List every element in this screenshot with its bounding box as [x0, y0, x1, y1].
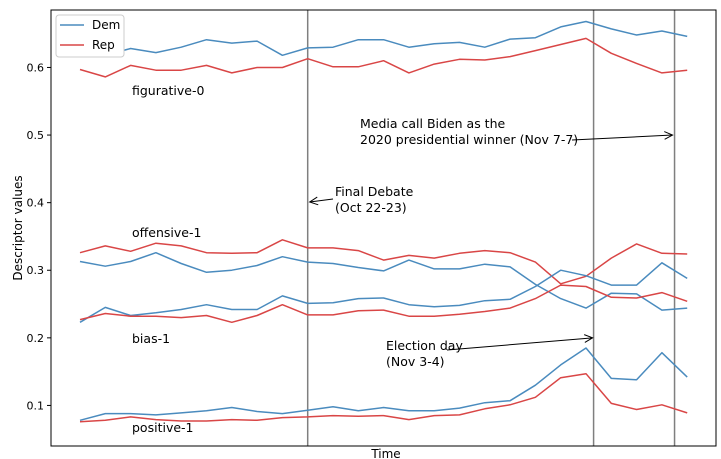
- x-axis-label: Time: [370, 447, 400, 459]
- arrow-media-call: [571, 131, 674, 141]
- y-tick-label: 0.4: [27, 197, 45, 210]
- y-tick-label: 0.6: [27, 61, 45, 74]
- annotation-election-day: Election day (Nov 3-4): [386, 338, 463, 369]
- descriptor-label-figurative: figurative-0: [132, 83, 205, 98]
- y-tick-label: 0.3: [27, 264, 45, 277]
- descriptor-label-positive: positive-1: [132, 420, 194, 435]
- descriptor-label-bias: bias-1: [132, 331, 170, 346]
- descriptor-label-offensive: offensive-1: [132, 225, 201, 240]
- series-line-dem-bias-1: [79, 262, 688, 323]
- series-line-dem-figurative-0: [79, 20, 688, 57]
- event-lines: [306, 10, 676, 446]
- y-tick-label: 0.2: [27, 332, 45, 345]
- legend-label-rep: Rep: [92, 38, 115, 52]
- series-line-rep-positive-1: [79, 372, 688, 423]
- y-tick-label: 0.5: [27, 129, 45, 142]
- annotations: Final Debate (Oct 22-23) Election day (Nov …: [308, 116, 674, 369]
- legend-label-dem: Dem: [92, 18, 120, 32]
- series-line-rep-bias-1: [79, 284, 688, 324]
- annotation-media-call: Media call Biden as the 2020 presidential…: [360, 116, 578, 147]
- y-axis-label: Descriptor values: [11, 175, 25, 280]
- arrow-final-debate: [308, 196, 334, 206]
- plot-frame: [50, 9, 717, 447]
- series-line-dem-offensive-1: [79, 251, 688, 311]
- series-line-dem-positive-1: [79, 347, 688, 422]
- y-axis: 0.1 0.2 0.3 0.4 0.5 0.6: [27, 61, 51, 412]
- legend: Dem Rep: [55, 14, 125, 58]
- series-line-rep-figurative-0: [79, 37, 688, 78]
- arrow-election-day: [446, 334, 594, 351]
- annotation-final-debate: Final Debate (Oct 22-23): [335, 184, 414, 215]
- y-tick-label: 0.1: [27, 399, 45, 412]
- series-lines: [79, 20, 688, 423]
